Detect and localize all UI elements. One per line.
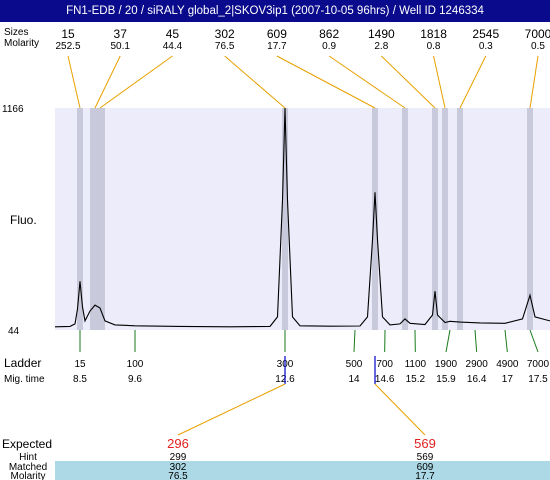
ladder-tick-6 [445, 329, 451, 353]
peak-callout-line-2 [99, 55, 173, 109]
ladder-label: Ladder [4, 356, 41, 370]
fluo-label: Fluo. [10, 213, 37, 227]
ladder-size-label-0: 15 [74, 359, 86, 370]
ladder-time-label-5: 15.2 [406, 374, 426, 385]
peak-size-label-8: 2545 [472, 27, 499, 41]
peak-size-label-0: 15 [61, 27, 75, 41]
hint-label: Hint [19, 452, 37, 463]
ladder-time-label-9: 17.5 [528, 374, 548, 385]
peak-size-label-4: 609 [267, 27, 287, 41]
ladder-size-label-7: 2900 [466, 359, 489, 370]
peak-molarity-label-7: 0.8 [427, 41, 441, 52]
peak-callout-line-5 [328, 55, 406, 109]
peak-size-label-9: 7000 [525, 27, 550, 41]
window-title: FN1-EDB / 20 / siRALY global_2|SKOV3ip1 … [0, 0, 550, 22]
ladder-size-label-3: 500 [346, 359, 363, 370]
peak-size-label-2: 45 [166, 27, 180, 41]
expected-value-1: 569 [414, 436, 436, 451]
peak-band-5 [402, 108, 408, 330]
peak-molarity-label-5: 0.9 [322, 41, 336, 52]
peak-size-label-6: 1490 [368, 27, 395, 41]
peak-callout-line-8 [459, 55, 487, 109]
ladder-time-label-4: 14.6 [375, 374, 395, 385]
peak-callout-line-1 [94, 55, 121, 109]
peak-molarity-label-1: 50.1 [110, 41, 130, 52]
peak-band-9 [527, 108, 533, 330]
peak-callout-line-9 [529, 55, 539, 109]
ladder-tick-3 [353, 329, 356, 353]
peak-callout-line-4 [276, 55, 376, 109]
matched-value-0: 302 [170, 462, 187, 473]
electropherogram-chart: Sizes Molarity Fluo. Ladder Mig. time Ex… [2, 27, 550, 480]
matched-molarity-band [55, 461, 550, 480]
matched-value-1: 609 [417, 462, 434, 473]
peak-band-7 [442, 108, 448, 330]
plot-area [55, 108, 550, 330]
peak-molarity-label-0: 252.5 [55, 41, 80, 52]
ladder-tick-7 [474, 329, 478, 353]
expected-value-0: 296 [167, 436, 189, 451]
expected-label: Expected [2, 437, 52, 451]
ladder-time-label-0: 8.5 [73, 374, 87, 385]
peak-band-8 [457, 108, 463, 330]
peak-callout-line-7 [433, 55, 446, 109]
molarity-bottom-label: Molarity [10, 471, 45, 480]
peak-molarity-label-4: 17.7 [267, 41, 287, 52]
molarity-label: Molarity [4, 38, 39, 49]
ladder-size-label-8: 4900 [496, 359, 519, 370]
fluorescence-trace [54, 107, 550, 328]
ladder-size-label-6: 1900 [435, 359, 458, 370]
peak-size-label-3: 302 [215, 27, 235, 41]
peak-molarity-label-8: 0.3 [479, 41, 493, 52]
mig-time-label: Mig. time [4, 374, 45, 385]
expected-molarity-value-1: 17.7 [415, 471, 435, 480]
peak-size-label-1: 37 [114, 27, 128, 41]
expected-callout-line-1 [374, 383, 426, 436]
ladder-size-label-1: 100 [127, 359, 144, 370]
peak-molarity-label-9: 0.5 [531, 41, 545, 52]
matched-label: Matched [9, 462, 47, 473]
ladder-time-label-3: 14 [348, 374, 360, 385]
peak-callout-line-3 [224, 55, 286, 109]
ladder-time-label-7: 16.4 [467, 374, 487, 385]
peak-band-0 [77, 108, 83, 330]
peak-band-6 [432, 108, 438, 330]
peak-size-label-5: 862 [319, 27, 339, 41]
sizes-label: Sizes [4, 27, 28, 38]
ladder-size-label-5: 1100 [405, 359, 427, 370]
peak-band-2 [95, 108, 105, 330]
peak-callout-line-6 [380, 55, 436, 109]
expected-callout-line-0 [177, 383, 286, 436]
peak-band-4 [372, 108, 378, 330]
ladder-time-label-1: 9.6 [128, 374, 142, 385]
expected-molarity-value-0: 76.5 [168, 471, 188, 480]
peak-molarity-label-2: 44.4 [163, 41, 183, 52]
ladder-time-label-6: 15.9 [436, 374, 456, 385]
y-tick-label-top: 1166 [2, 104, 24, 115]
y-tick-label-bottom: 44 [8, 326, 20, 337]
hint-value-1: 569 [417, 452, 434, 463]
peak-molarity-label-6: 2.8 [374, 41, 388, 52]
peak-molarity-label-3: 76.5 [215, 41, 235, 52]
ladder-tick-8 [504, 329, 508, 353]
ladder-size-label-9: 7000 [527, 359, 550, 370]
hint-value-0: 299 [170, 452, 187, 463]
peak-size-label-7: 1818 [420, 27, 447, 41]
ladder-time-label-8: 17 [502, 374, 514, 385]
ladder-size-label-4: 700 [376, 359, 393, 370]
peak-band-3 [282, 108, 288, 330]
peak-callout-line-0 [67, 55, 81, 109]
ladder-tick-9 [529, 329, 539, 353]
